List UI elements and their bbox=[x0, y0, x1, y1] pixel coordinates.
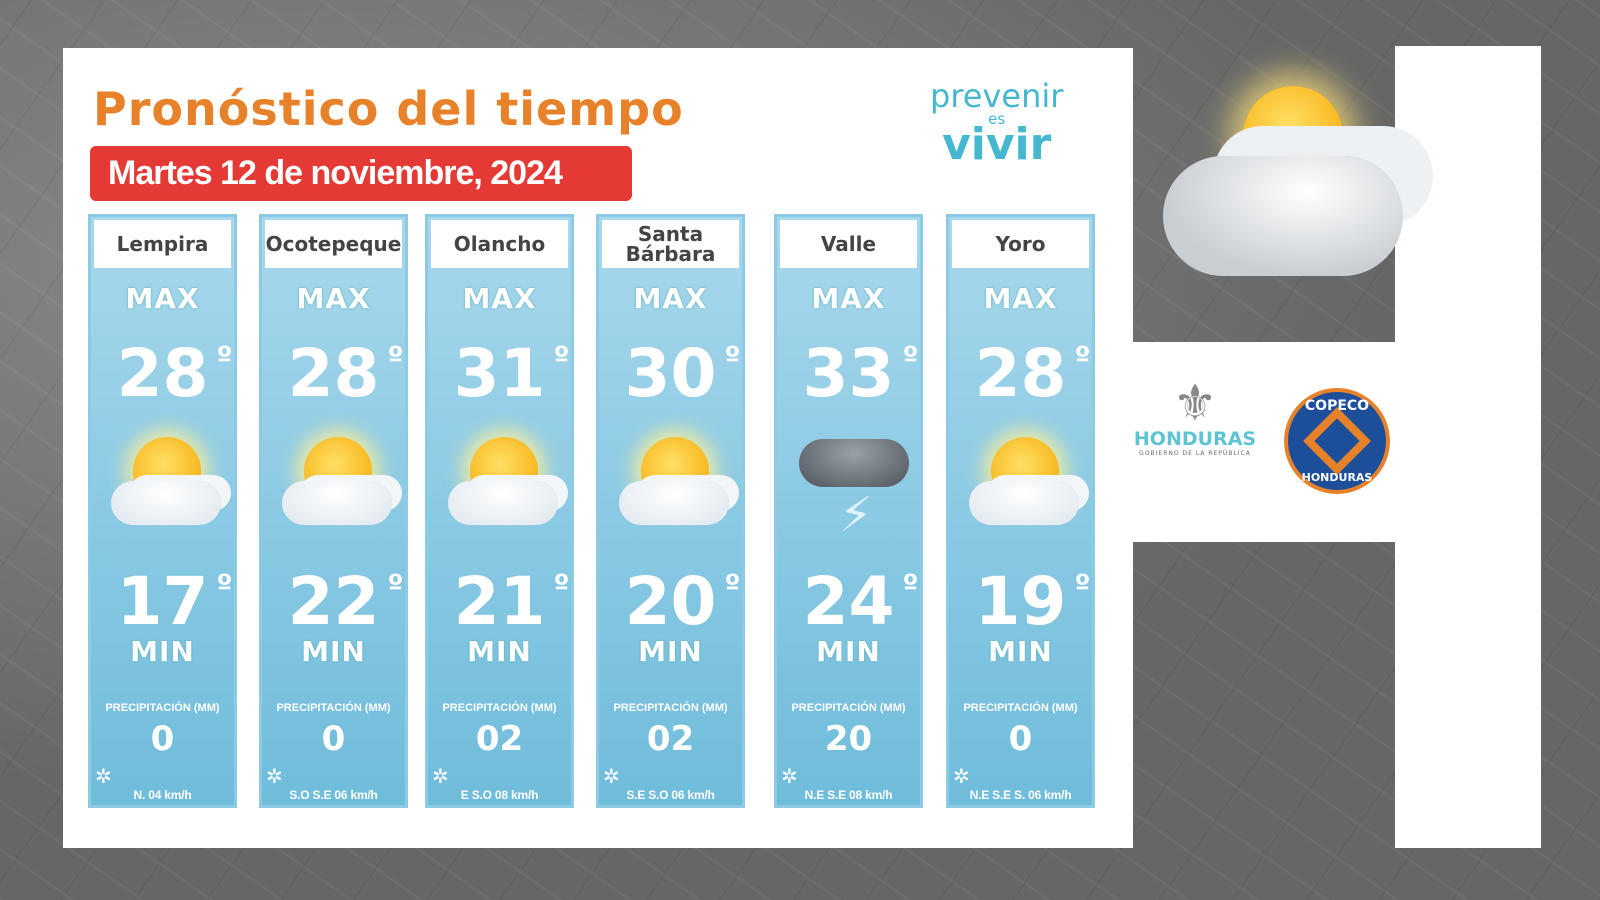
weather-icon: ⚡ bbox=[777, 429, 920, 559]
cloud-icon bbox=[619, 481, 729, 525]
honduras-government-logo: ⚜ HONDURAS GOBIERNO DE LA REPÚBLICA bbox=[1130, 378, 1260, 457]
precipitation-value: 0 bbox=[1008, 719, 1033, 759]
min-label: MIN bbox=[988, 635, 1053, 668]
weather-icon bbox=[91, 429, 234, 559]
pinwheel-wind-icon: ✲ bbox=[603, 764, 620, 788]
wind-info: S.E S.O 06 km/h bbox=[626, 788, 715, 802]
region-name: Santa Bárbara bbox=[602, 220, 739, 268]
max-label: MAX bbox=[296, 282, 371, 315]
wind-info: N. 04 km/h bbox=[133, 788, 192, 802]
page-title: Pronóstico del tiempo bbox=[93, 82, 684, 136]
min-label: MIN bbox=[301, 635, 366, 668]
max-label: MAX bbox=[983, 282, 1058, 315]
cloud-icon bbox=[448, 481, 558, 525]
region-column-olancho: Olancho MAX 31 º 21 º MIN PRECIPITACIÓN (M… bbox=[425, 214, 574, 808]
pinwheel-wind-icon: ✲ bbox=[781, 764, 798, 788]
region-name: Valle bbox=[780, 220, 917, 268]
pinwheel-wind-icon: ✲ bbox=[953, 764, 970, 788]
weather-icon bbox=[262, 429, 405, 559]
weather-icon bbox=[599, 429, 742, 559]
max-temp: 28 º bbox=[116, 335, 233, 412]
max-label: MAX bbox=[633, 282, 708, 315]
pinwheel-wind-icon: ✲ bbox=[266, 764, 283, 788]
coat-of-arms-icon: ⚜ bbox=[1172, 374, 1218, 432]
precipitation-label: PRECIPITACIÓN (MM) bbox=[963, 702, 1078, 714]
sun-cloud-illustration bbox=[1133, 46, 1403, 342]
min-temp: 17 º bbox=[116, 563, 233, 640]
min-temp: 19 º bbox=[974, 563, 1091, 640]
pinwheel-wind-icon: ✲ bbox=[95, 764, 112, 788]
min-temp: 21 º bbox=[453, 563, 570, 640]
max-temp: 28 º bbox=[974, 335, 1091, 412]
region-column-lempira: Lempira MAX 28 º 17 º MIN PRECIPITACIÓN (M… bbox=[88, 214, 237, 808]
weather-icon bbox=[428, 429, 571, 559]
region-column-ocotepeque: Ocotepeque MAX 28 º 22 º MIN PRECIPITACIÓN… bbox=[259, 214, 408, 808]
min-label: MIN bbox=[816, 635, 881, 668]
precipitation-value: 0 bbox=[150, 719, 175, 759]
min-temp: 22 º bbox=[287, 563, 404, 640]
precipitation-label: PRECIPITACIÓN (MM) bbox=[613, 702, 728, 714]
max-temp: 33 º bbox=[802, 335, 919, 412]
precipitation-value: 20 bbox=[824, 719, 873, 759]
min-temp: 20 º bbox=[624, 563, 741, 640]
max-temp: 31 º bbox=[453, 335, 570, 412]
region-column-valle: Valle MAX 33 º ⚡ 24 º MIN PRECIPITACIÓN (M… bbox=[774, 214, 923, 808]
weather-icon bbox=[949, 429, 1092, 559]
max-label: MAX bbox=[462, 282, 537, 315]
date-banner: Martes 12 de noviembre, 2024 bbox=[90, 146, 632, 201]
max-temp: 30 º bbox=[624, 335, 741, 412]
precipitation-value: 0 bbox=[321, 719, 346, 759]
pinwheel-wind-icon: ✲ bbox=[432, 764, 449, 788]
copeco-logo: COPECO HONDURAS bbox=[1284, 388, 1390, 494]
wind-info: N.E S.E 08 km/h bbox=[804, 788, 893, 802]
max-temp: 28 º bbox=[287, 335, 404, 412]
region-name: Lempira bbox=[94, 220, 231, 268]
precipitation-label: PRECIPITACIÓN (MM) bbox=[105, 702, 220, 714]
prevenir-es-vivir-logo: prevenir es vivir bbox=[930, 77, 1064, 170]
min-label: MIN bbox=[467, 635, 532, 668]
region-column-santa-bárbara: Santa Bárbara MAX 30 º 20 º MIN PRECIPITAC… bbox=[596, 214, 745, 808]
precipitation-value: 02 bbox=[475, 719, 524, 759]
storm-cloud-icon bbox=[799, 439, 909, 487]
cloud-icon bbox=[282, 481, 392, 525]
region-column-yoro: Yoro MAX 28 º 19 º MIN PRECIPITACIÓN (MM) … bbox=[946, 214, 1095, 808]
min-temp: 24 º bbox=[802, 563, 919, 640]
cloud-icon bbox=[969, 481, 1079, 525]
precipitation-label: PRECIPITACIÓN (MM) bbox=[442, 702, 557, 714]
precipitation-value: 02 bbox=[646, 719, 695, 759]
max-label: MAX bbox=[811, 282, 886, 315]
region-name: Olancho bbox=[431, 220, 568, 268]
max-label: MAX bbox=[125, 282, 200, 315]
wind-info: N.E S.E S. 06 km/h bbox=[969, 788, 1072, 802]
lightning-icon: ⚡ bbox=[839, 487, 873, 543]
region-name: Ocotepeque bbox=[265, 220, 402, 268]
region-name: Yoro bbox=[952, 220, 1089, 268]
wind-info: S.O S.E 06 km/h bbox=[289, 788, 378, 802]
cloud-icon bbox=[111, 481, 221, 525]
min-label: MIN bbox=[130, 635, 195, 668]
precipitation-label: PRECIPITACIÓN (MM) bbox=[276, 702, 391, 714]
wind-info: E S.O 08 km/h bbox=[460, 788, 539, 802]
min-label: MIN bbox=[638, 635, 703, 668]
precipitation-label: PRECIPITACIÓN (MM) bbox=[791, 702, 906, 714]
h-letter-column bbox=[1395, 46, 1541, 848]
